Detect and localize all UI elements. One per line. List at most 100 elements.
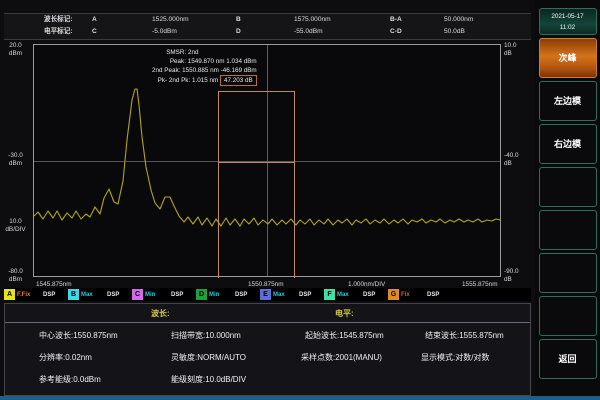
trace-id-badge: G xyxy=(388,289,399,300)
trace-id-badge: E xyxy=(260,289,271,300)
softkey-second-peak[interactable]: 次峰 xyxy=(538,38,597,78)
smsr-peak-line: Peak: 1549.870 nm 1.034 dBm xyxy=(152,57,257,66)
softkey-empty-1[interactable] xyxy=(538,167,597,207)
plot-grid[interactable] xyxy=(33,44,501,278)
trace-entry-c[interactable]: C Min DSP xyxy=(132,289,195,300)
param-reference-level[interactable]: 参考能级:0.0dBm xyxy=(39,375,101,384)
marker-ba-key: B-A xyxy=(390,16,402,23)
softkey-left-mode[interactable]: 左边模 xyxy=(538,81,597,121)
parameter-grid: 中心波长:1550.875nm 扫描带宽:10.000nm 起始波长:1545.… xyxy=(5,326,530,392)
smsr-title: SMSR: xyxy=(166,49,187,56)
softkey-return[interactable]: 返回 xyxy=(538,339,597,379)
level-marker-label: 电平标记: xyxy=(44,28,73,35)
trace-mode-label: Max xyxy=(273,291,285,298)
softkey-label: 返回 xyxy=(558,353,577,364)
marker-b-key: B xyxy=(236,16,241,23)
param-sensitivity[interactable]: 灵敏度:NORM/AUTO xyxy=(171,353,246,362)
trace-dsp-label: DSP xyxy=(299,291,312,298)
softkey-empty-3[interactable] xyxy=(538,253,597,293)
smsr-marker-rectangle xyxy=(218,91,295,278)
smsr-second-wavelength: 1550.885 xyxy=(182,67,209,74)
trace-mode-label: Max xyxy=(81,291,93,298)
smsr-value-highlighted: 47.203 dB xyxy=(219,75,257,86)
smsr-delta-wavelength-unit: nm xyxy=(209,77,219,84)
param-sampling-points[interactable]: 采样点数:2001(MANU) xyxy=(301,353,382,362)
y2-axis-bottom-label: -90.0 dB xyxy=(504,268,519,283)
marker-cd-value: 50.0dB xyxy=(444,28,465,35)
smsr-peak-label: Peak: xyxy=(169,58,186,65)
x-axis-start-label: 1545.875nm xyxy=(36,281,72,288)
smsr-second-level: -46.169 xyxy=(220,67,242,74)
trace-mode-label: Min xyxy=(209,291,220,298)
parameter-divider xyxy=(5,322,530,323)
trace-entry-a[interactable]: A F.Fix DSP xyxy=(4,289,67,300)
trace-entry-g[interactable]: G Fix DSP xyxy=(388,289,451,300)
marker-d-value: -55.0dBm xyxy=(294,28,323,35)
trace-id-badge: D xyxy=(196,289,207,300)
smsr-delta-wavelength: 1.015 xyxy=(191,77,208,84)
datetime-display: 2021-05-17 11:02 xyxy=(538,8,597,35)
softkey-right-mode[interactable]: 右边模 xyxy=(538,124,597,164)
marker-row-wavelength: 波长标记: A 1525.000nm B 1575.000nm B-A 50.0… xyxy=(4,14,531,26)
x-axis-stop-label: 1555.875nm xyxy=(462,281,498,288)
y2-axis-top-label: 10.0 dB xyxy=(504,42,517,57)
trace-entry-b[interactable]: B Max DSP xyxy=(68,289,131,300)
param-start-wavelength[interactable]: 起始波长:1545.875nm xyxy=(305,331,384,340)
marker-d-key: D xyxy=(236,28,241,35)
smsr-title-line: SMSR: 2nd xyxy=(152,48,257,57)
marker-b-value: 1575.000nm xyxy=(294,16,331,23)
time-text: 11:02 xyxy=(559,23,576,31)
trace-mode-label: F.Fix xyxy=(17,291,31,298)
y-axis-mid-label: -30.0 dBm xyxy=(8,152,23,167)
param-display-mode[interactable]: 显示模式:对数/对数 xyxy=(421,353,490,362)
trace-entry-d[interactable]: D Min DSP xyxy=(196,289,259,300)
trace-id-badge: A xyxy=(4,289,15,300)
parameter-panel: 波长: 电平: 中心波长:1550.875nm 扫描带宽:10.000nm 起始… xyxy=(4,303,531,396)
trace-entry-f[interactable]: F Max DSP xyxy=(324,289,387,300)
y-axis-top-label: 20.0 dBm xyxy=(8,42,23,57)
parameter-row: 分辨率:0.02nm 灵敏度:NORM/AUTO 采样点数:2001(MANU)… xyxy=(5,348,530,370)
trace-mode-label: Min xyxy=(145,291,156,298)
trace-entry-e[interactable]: E Max DSP xyxy=(260,289,323,300)
softkey-label: 左边模 xyxy=(553,95,581,106)
marker-a-value: 1525.000nm xyxy=(152,16,189,23)
softkey-empty-4[interactable] xyxy=(538,296,597,336)
param-span[interactable]: 扫描带宽:10.000nm xyxy=(171,331,241,340)
softkey-panel: 2021-05-17 11:02 次峰 左边模 右边模 返回 xyxy=(535,0,600,400)
smsr-readout: SMSR: 2nd Peak: 1549.870 nm 1.034 dBm 2n… xyxy=(152,48,257,86)
trace-dsp-label: DSP xyxy=(43,291,56,298)
spectrum-plot[interactable]: 20.0 dBm -30.0 dBm 10.0 dB/DIV -80.0 dBm 10.… xyxy=(0,40,535,288)
marker-a-key: A xyxy=(92,16,97,23)
smsr-second-peak-line: 2nd Peak: 1550.885 nm -46.169 dBm xyxy=(152,66,257,75)
smsr-peak-level-unit: dBm xyxy=(243,58,257,65)
smsr-delta-label: Pk- 2nd Pk: xyxy=(157,77,191,84)
smsr-second-label: 2nd Peak: xyxy=(152,67,181,74)
date-text: 2021-05-17 xyxy=(551,12,584,20)
smsr-peak-level: 1.034 xyxy=(226,58,242,65)
softkey-label: 右边模 xyxy=(553,138,581,149)
y2-axis-mid-label: -40.0 dB xyxy=(504,152,519,167)
trace-dsp-label: DSP xyxy=(107,291,120,298)
smsr-delta-line: Pk- 2nd Pk: 1.015 nm 47.203 dB xyxy=(152,75,257,86)
smsr-second-level-unit: dBm xyxy=(243,67,257,74)
trace-id-badge: C xyxy=(132,289,143,300)
smsr-second-wavelength-unit: nm xyxy=(210,67,219,74)
smsr-mode: 2nd xyxy=(187,49,199,56)
trace-dsp-label: DSP xyxy=(363,291,376,298)
param-stop-wavelength[interactable]: 结束波长:1555.875nm xyxy=(425,331,504,340)
param-header-level: 电平: xyxy=(335,309,354,318)
main-display-area: 波长标记: A 1525.000nm B 1575.000nm B-A 50.0… xyxy=(0,13,535,396)
smsr-peak-wavelength: 1549.870 xyxy=(187,58,214,65)
trace-status-bar[interactable]: A F.Fix DSP B Max DSP C Min DSP D Min DSP E Max DSP F Ma… xyxy=(4,288,531,301)
softkey-label: 次峰 xyxy=(558,52,577,63)
trace-dsp-label: DSP xyxy=(235,291,248,298)
taskbar-strip xyxy=(0,396,600,400)
marker-cd-key: C-D xyxy=(390,28,402,35)
softkey-empty-2[interactable] xyxy=(538,210,597,250)
x-axis-div-label: 1.000nm/DIV xyxy=(348,281,386,288)
param-center-wavelength[interactable]: 中心波长:1550.875nm xyxy=(39,331,118,340)
trace-mode-label: Max xyxy=(337,291,349,298)
param-resolution[interactable]: 分辨率:0.02nm xyxy=(39,353,92,362)
marker-c-key: C xyxy=(92,28,97,35)
param-level-scale[interactable]: 能级刻度:10.0dB/DIV xyxy=(171,375,247,384)
